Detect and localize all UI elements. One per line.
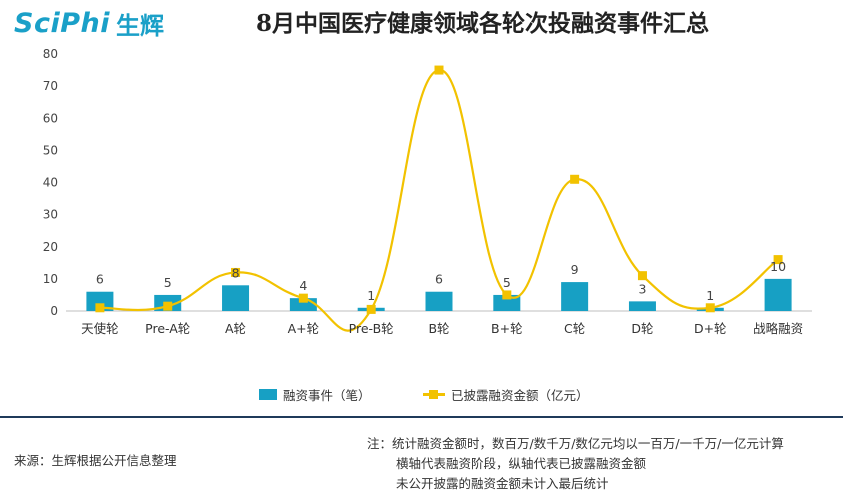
- line-marker: [95, 303, 105, 313]
- footer-divider: [0, 416, 843, 418]
- bar-value-label: 9: [571, 262, 579, 277]
- legend-swatch-line: [423, 389, 445, 400]
- bar-value-label: 6: [435, 272, 443, 287]
- x-category-label: B+轮: [491, 321, 523, 336]
- bar-value-label: 8: [232, 265, 240, 280]
- bar: [764, 278, 792, 311]
- legend-label-bar: 融资事件（笔）: [283, 387, 371, 403]
- bar: [493, 294, 521, 311]
- x-category-label: Pre-A轮: [145, 321, 190, 336]
- legend-label-line: 已披露融资金额（亿元）: [451, 387, 589, 403]
- y-tick-label: 20: [43, 240, 58, 254]
- x-category-label: A轮: [225, 321, 246, 336]
- legend-swatch-bar: [259, 388, 277, 400]
- bar-value-label: 6: [96, 272, 104, 287]
- x-category-label: C轮: [564, 321, 585, 336]
- y-tick-label: 30: [43, 208, 58, 222]
- legend: 融资事件（笔） 已披露融资金额（亿元）: [0, 384, 843, 404]
- x-category-label: Pre-B轮: [349, 321, 394, 336]
- x-category-label: D+轮: [694, 321, 727, 336]
- note-line-2: 横轴代表融资阶段，纵轴代表已披露融资金额: [396, 456, 647, 471]
- x-category-label: A+轮: [288, 321, 320, 336]
- notes: 注：统计融资金额时，数百万/数千万/数亿元均以一百万/一千万/一亿元计算 横轴代…: [367, 434, 784, 494]
- y-tick-label: 0: [50, 304, 58, 318]
- bar-value-label: 5: [164, 275, 172, 290]
- legend-item-bar: 融资事件（笔）: [259, 384, 371, 404]
- bar-value-label: 10: [770, 259, 786, 274]
- bar: [561, 282, 589, 311]
- line-marker: [163, 301, 173, 311]
- logo-mark: SciPhi: [14, 7, 110, 39]
- source-text: 来源：生辉根据公开信息整理: [14, 453, 177, 468]
- bar: [86, 291, 114, 311]
- amount-line: [99, 68, 779, 332]
- line-marker: [705, 303, 715, 313]
- note-line-3: 未公开披露的融资金额未计入最后统计: [396, 476, 609, 491]
- line-marker: [570, 174, 580, 184]
- y-tick-label: 40: [43, 176, 58, 190]
- bar-value-label: 3: [638, 281, 646, 296]
- bar: [425, 291, 453, 311]
- logo-cn-text: 生辉: [115, 11, 164, 40]
- bar-value-label: 4: [299, 278, 307, 293]
- y-tick-label: 80: [43, 47, 58, 61]
- x-category-label: 天使轮: [81, 321, 119, 336]
- sciphi-logo: SciPhi 生辉: [14, 6, 164, 40]
- line-marker: [773, 255, 783, 265]
- x-category-label: D轮: [631, 321, 653, 336]
- chart-title: 8月中国医疗健康领域各轮次投融资事件汇总: [256, 10, 710, 37]
- y-tick-label: 10: [43, 272, 58, 286]
- combo-chart: 0 10 20 30 40 50 60 70 80 6 5 8 4 1 6 5 9 3 1 10 天使轮 Pre-A轮 A轮…: [43, 47, 812, 336]
- bar: [628, 301, 656, 311]
- line-marker: [434, 65, 444, 75]
- x-category-label: B轮: [428, 321, 449, 336]
- line-marker: [298, 293, 308, 303]
- x-category-label: 战略融资: [753, 321, 803, 336]
- y-tick-label: 70: [43, 79, 58, 93]
- bar: [222, 285, 250, 311]
- note-line-1: 注：统计融资金额时，数百万/数千万/数亿元均以一百万/一千万/一亿元计算: [367, 436, 784, 451]
- bar-value-label: 1: [706, 288, 714, 303]
- line-marker: [637, 271, 647, 281]
- bar-value-label: 5: [503, 275, 511, 290]
- line-marker: [231, 267, 241, 277]
- bar-value-label: 1: [367, 288, 375, 303]
- y-tick-label: 50: [43, 143, 58, 157]
- line-marker: [502, 290, 512, 300]
- y-tick-label: 60: [43, 111, 58, 125]
- legend-item-line: 已披露融资金额（亿元）: [423, 384, 589, 404]
- line-marker: [366, 304, 376, 314]
